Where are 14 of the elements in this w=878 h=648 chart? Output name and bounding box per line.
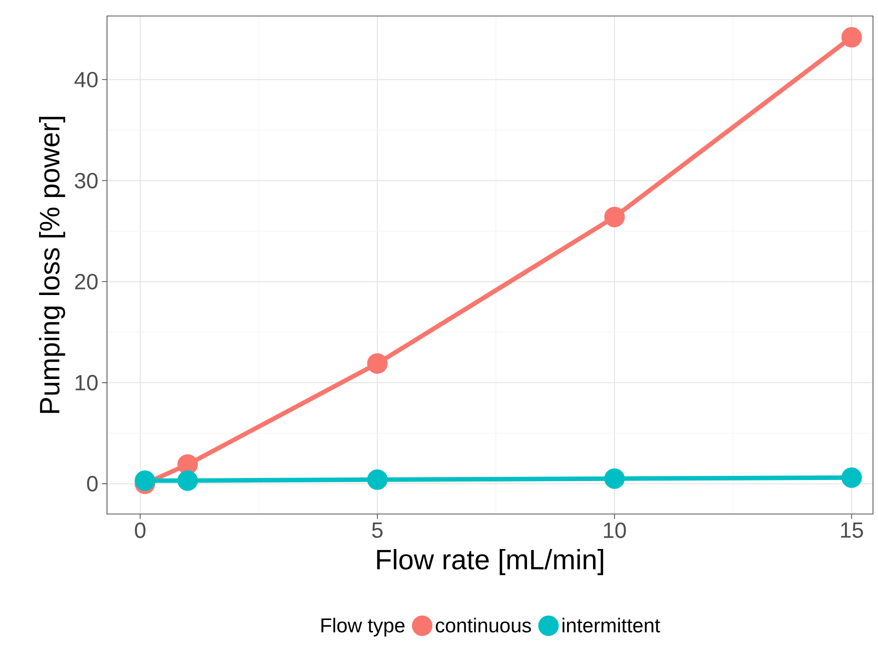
y-tick-label: 0	[87, 476, 98, 492]
x-axis-title: Flow rate [mL/min]	[377, 548, 604, 576]
x-tick-label: 15	[841, 522, 863, 538]
y-tick-label: 10	[76, 374, 98, 390]
legend-label: continuous	[436, 618, 531, 632]
x-tick-label: 10	[604, 522, 626, 538]
legend-title: Flow type	[321, 618, 404, 636]
y-tick-label: 30	[74, 172, 98, 188]
legend-label: intermittent	[562, 618, 660, 632]
x-tick-label: 5	[372, 522, 383, 538]
y-tick-label: 20	[75, 274, 98, 290]
x-tick-label: 0	[134, 522, 146, 538]
y-tick-label: 40	[74, 72, 98, 88]
y-axis-title: Pumping loss [% power]	[39, 116, 66, 413]
